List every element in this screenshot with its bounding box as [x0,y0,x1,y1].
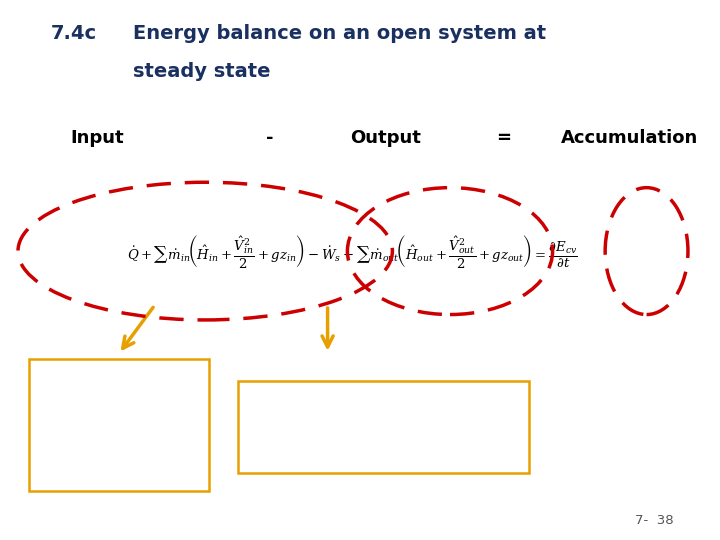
FancyBboxPatch shape [29,359,209,491]
Text: This work represents everything but
the flow work: This work represents everything but the … [252,392,523,426]
Text: Accumulation: Accumulation [562,129,698,147]
Text: 7-  38: 7- 38 [634,514,673,526]
Text: Input: Input [71,129,124,147]
Text: steady state: steady state [133,62,271,81]
Text: The flow work
is included in
the enthalpy
term: The flow work is included in the enthalp… [43,367,149,441]
FancyBboxPatch shape [238,381,529,472]
Text: 7.4c: 7.4c [50,24,96,43]
Text: Energy balance on an open system at: Energy balance on an open system at [133,24,546,43]
Text: =: = [497,129,511,147]
Text: Output: Output [350,129,420,147]
Text: -: - [266,129,274,147]
Text: $\dot{Q}+\sum\dot{m}_{in}\!\left(\hat{H}_{in}+\dfrac{\hat{V}_{in}^{2}}{2}+gz_{in: $\dot{Q}+\sum\dot{m}_{in}\!\left(\hat{H}… [127,233,578,269]
